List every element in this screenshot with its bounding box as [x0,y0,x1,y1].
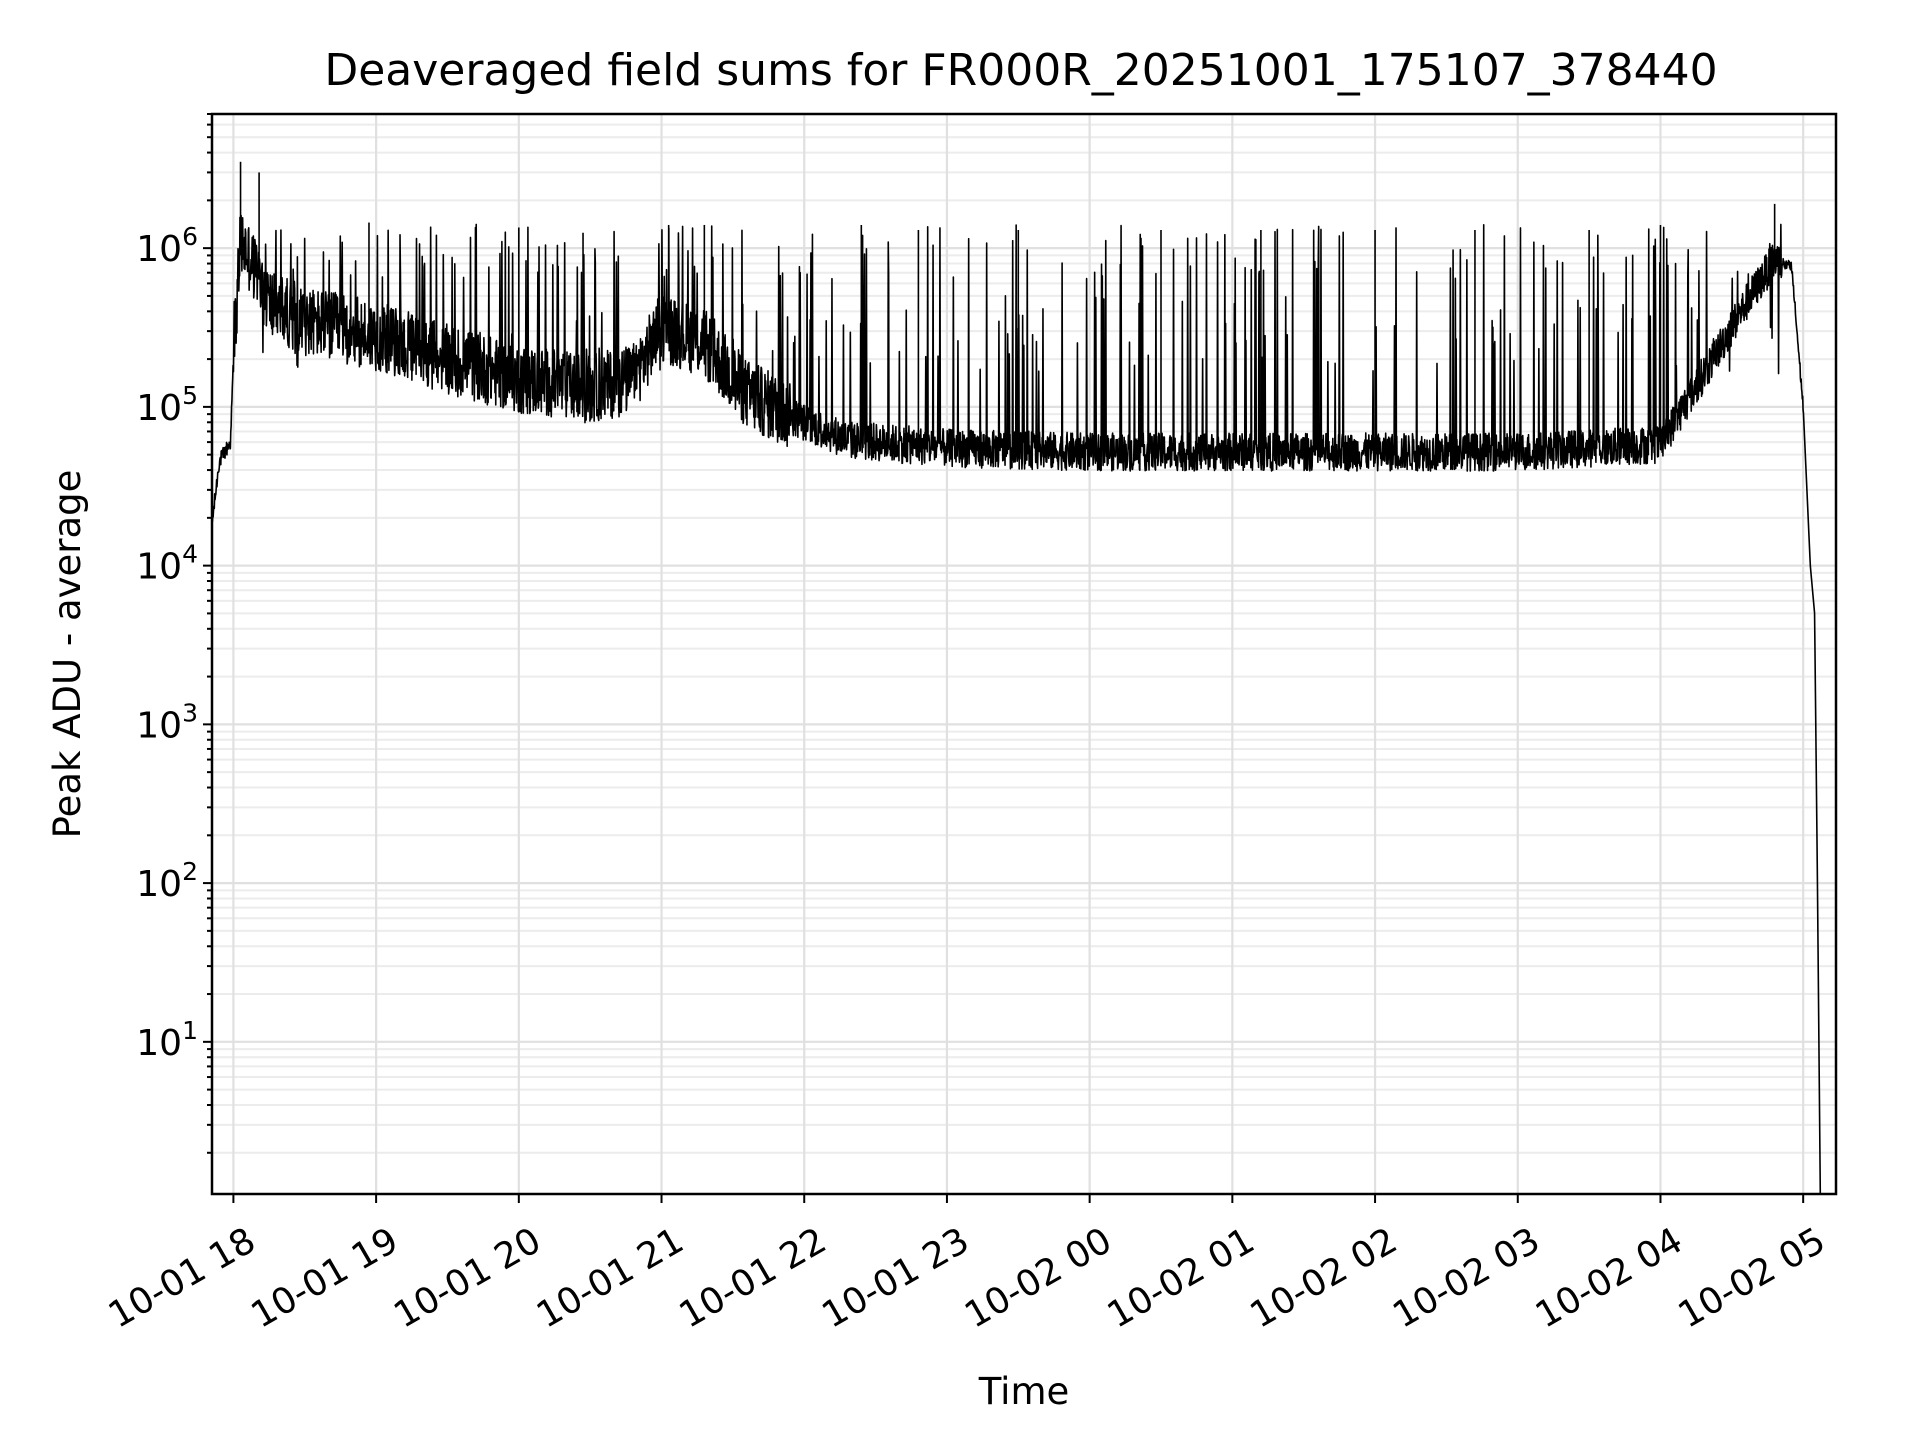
y-tick-label: 106 [136,222,198,270]
ticks [203,113,1805,1203]
y-tick-base: 10 [136,705,182,746]
y-tick-base: 10 [136,547,182,588]
y-tick-exponent: 6 [182,222,198,251]
x-axis-label: Time [978,1370,1070,1413]
y-tick-base: 10 [136,388,182,429]
y-axis-label: Peak ADU - average [46,470,89,839]
chart-title: Deaveraged field sums for FR000R_2025100… [324,45,1717,96]
series-layer [211,161,1822,1195]
y-tick-base: 10 [136,864,182,905]
y-tick-exponent: 2 [182,857,198,886]
y-tick-base: 10 [136,229,182,270]
series-line [211,214,1822,1195]
grid [212,113,1836,1194]
y-tick-exponent: 4 [182,540,198,569]
y-tick-label: 105 [136,381,198,429]
y-tick-exponent: 3 [182,698,198,727]
y-tick-exponent: 1 [182,1016,198,1045]
y-tick-base: 10 [136,1023,182,1064]
plot-frame [210,112,1838,1196]
y-tick-exponent: 5 [182,381,198,410]
y-tick-label: 102 [136,857,198,905]
y-tick-label: 103 [136,698,198,746]
y-tick-label: 104 [136,540,198,588]
y-tick-label: 101 [136,1016,198,1064]
